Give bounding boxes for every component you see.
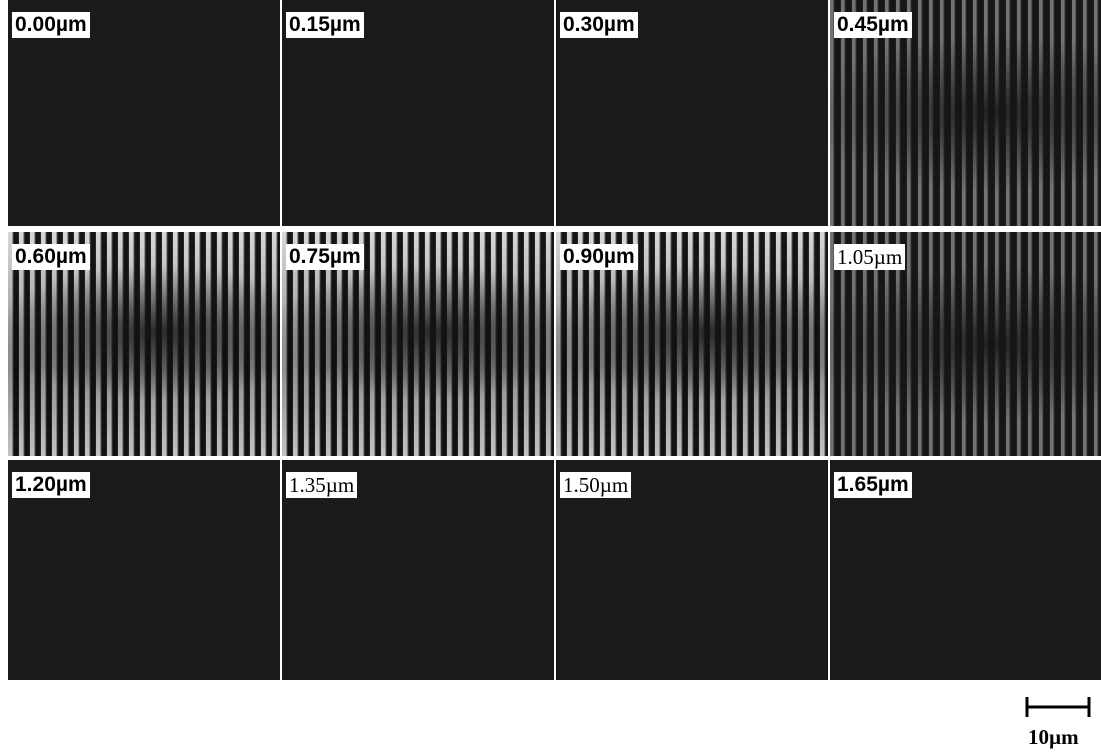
panel-label: 1.20µm — [12, 472, 90, 498]
image-panel: 1.35µm — [282, 460, 554, 680]
panel-label: 1.65µm — [834, 472, 912, 498]
panel-label: 0.60µm — [12, 244, 90, 270]
image-panel: 1.65µm — [830, 460, 1101, 680]
image-panel: 0.90µm — [556, 232, 828, 456]
image-panel: 0.15µm — [282, 0, 554, 226]
image-panel: 1.20µm — [8, 460, 280, 680]
image-panel: 0.30µm — [556, 0, 828, 226]
panel-label: 1.05µm — [834, 244, 905, 270]
image-panel: 0.75µm — [282, 232, 554, 456]
image-panel: 1.50µm — [556, 460, 828, 680]
scale-bar-label: 10µm — [1028, 725, 1079, 750]
panel-label: 0.00µm — [12, 12, 90, 38]
image-panel: 0.00µm — [8, 0, 280, 226]
image-panel: 0.60µm — [8, 232, 280, 456]
scale-bar — [1025, 697, 1091, 717]
panel-label: 1.35µm — [286, 472, 357, 498]
panel-label: 0.90µm — [560, 244, 638, 270]
panel-label: 0.45µm — [834, 12, 912, 38]
panel-label: 0.75µm — [286, 244, 364, 270]
image-panel: 0.45µm — [830, 0, 1101, 226]
panel-label: 0.15µm — [286, 12, 364, 38]
figure: 0.00µm 0.15µm 0.30µm 0.45µm 0.60µm 0.75µ… — [0, 0, 1101, 752]
image-panel: 1.05µm — [830, 232, 1101, 456]
panel-label: 1.50µm — [560, 472, 631, 498]
panel-label: 0.30µm — [560, 12, 638, 38]
